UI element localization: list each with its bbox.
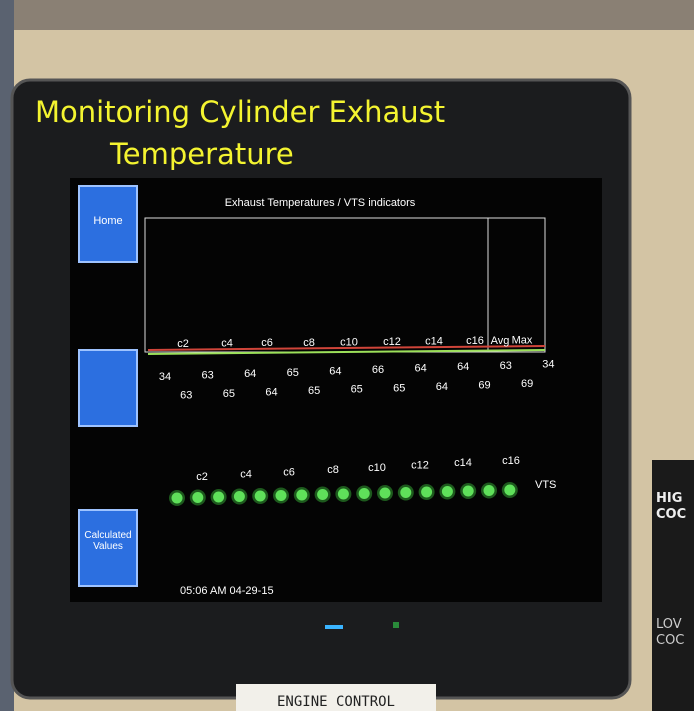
reading: 69	[521, 378, 533, 390]
top-strip	[0, 0, 694, 30]
vts-light	[421, 486, 433, 498]
vts-label: c2	[196, 471, 208, 483]
vts-light	[171, 492, 183, 504]
vts-light	[213, 491, 225, 503]
panel-label: ENGINE CONTROL	[277, 694, 395, 710]
vts-light	[254, 490, 266, 502]
reading: 65	[287, 367, 299, 379]
button-label: Home	[93, 215, 122, 227]
vts-light	[462, 485, 474, 497]
cylinder-label: c12	[383, 336, 401, 348]
vts-light	[192, 492, 204, 503]
reading: 63	[180, 389, 192, 401]
cylinder-label: Max	[512, 334, 533, 346]
sign-text: HIG	[656, 491, 682, 506]
blank-button[interactable]	[78, 349, 138, 427]
temp-line	[147, 349, 546, 355]
reading: 69	[478, 380, 490, 392]
overlay-title: Monitoring Cylinder Exhaust	[35, 95, 445, 129]
reading: 63	[500, 360, 512, 372]
reading: 65	[393, 382, 405, 394]
cylinder-label: c14	[425, 336, 443, 348]
screen	[70, 178, 602, 602]
vts-light	[379, 487, 391, 499]
cylinder-label: c8	[303, 337, 315, 349]
reading: 66	[372, 364, 384, 376]
cylinder-label: c10	[340, 336, 358, 348]
cylinder-label: c16	[466, 335, 484, 347]
vts-light	[337, 488, 349, 500]
timestamp: 05:06 AM 04-29-15	[180, 585, 274, 597]
reading: 64	[265, 387, 277, 399]
vts-label: c8	[327, 464, 339, 476]
cylinder-label: c4	[221, 338, 233, 350]
reading: 64	[457, 361, 469, 373]
vts-light	[483, 485, 495, 496]
vts-light	[504, 484, 516, 496]
reading: 65	[223, 388, 235, 400]
vts-light	[400, 487, 412, 498]
sign-text: COC	[656, 633, 684, 648]
reading: 64	[244, 368, 256, 380]
vts-light	[275, 490, 287, 501]
reading: 34	[159, 371, 171, 383]
vts-label: c6	[283, 466, 295, 478]
vts-light	[296, 489, 308, 501]
cylinder-label: c6	[261, 337, 273, 349]
vts-caption: VTS	[535, 479, 556, 491]
vts-light	[317, 489, 329, 500]
vts-light	[441, 486, 453, 497]
vts-light	[233, 491, 245, 502]
reading: 65	[308, 385, 320, 397]
cylinder-label: c2	[177, 338, 189, 350]
vts-label: c4	[240, 469, 252, 481]
calculated-button[interactable]	[78, 509, 138, 587]
reading: 64	[329, 365, 341, 377]
button-label: Calculated Values	[84, 530, 132, 552]
home-button[interactable]	[78, 185, 138, 263]
side-sign	[652, 460, 694, 711]
status-led	[393, 622, 399, 628]
sign-text: COC	[656, 507, 686, 522]
cylinder-label: Avg	[491, 335, 510, 347]
reading: 34	[542, 358, 554, 370]
vts-label: c16	[502, 455, 520, 467]
reading: 65	[351, 384, 363, 396]
reading: 64	[414, 363, 426, 375]
overlay-title: Temperature	[109, 137, 294, 171]
label-plate	[236, 684, 436, 711]
vts-light	[358, 488, 370, 499]
reading: 64	[436, 381, 448, 393]
vts-label: c10	[368, 462, 386, 474]
screen-title: Exhaust Temperatures / VTS indicators	[225, 197, 416, 209]
power-led	[325, 625, 343, 629]
vts-label: c12	[411, 460, 429, 472]
button-label-box: Calculated Values	[84, 530, 132, 552]
reading: 63	[201, 370, 213, 382]
limit-line	[147, 345, 546, 351]
sign-text: LOV	[656, 617, 682, 632]
vts-label: c14	[454, 457, 472, 469]
